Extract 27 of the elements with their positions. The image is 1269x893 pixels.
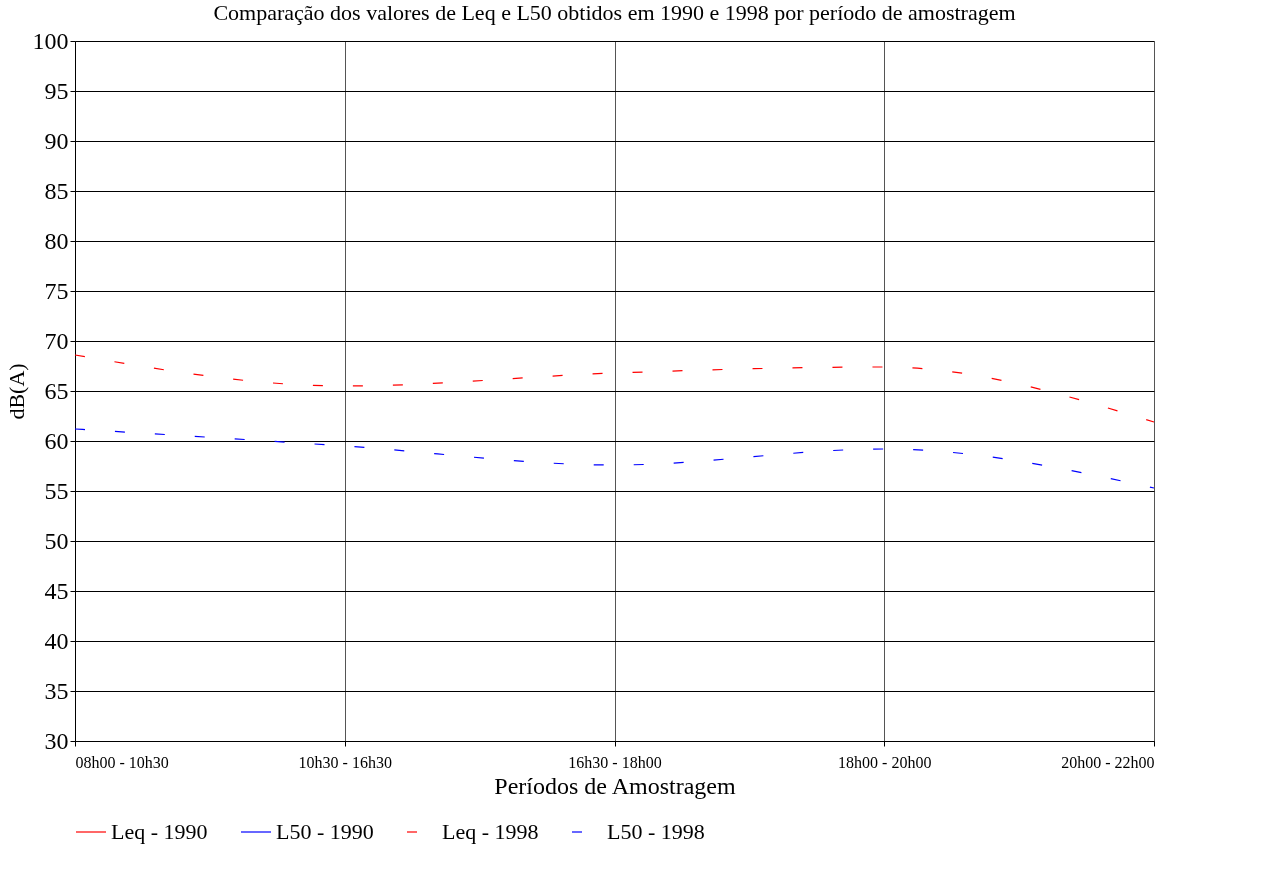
x-tick-label: 10h30 - 16h30: [298, 753, 392, 771]
y-tick-label: 50: [44, 527, 69, 554]
x-axis-title: Períodos de Amostragem: [494, 772, 736, 799]
y-tick-label: 55: [44, 477, 69, 504]
y-tick-label: 35: [44, 677, 69, 704]
y-tick-label: 65: [44, 377, 69, 404]
y-tick-label: 30: [44, 727, 69, 754]
x-tick-label: 18h00 - 20h00: [838, 753, 932, 771]
y-tick-label: 90: [44, 127, 69, 154]
y-tick-label: 95: [44, 77, 69, 104]
x-tick-label: 08h00 - 10h30: [75, 753, 169, 771]
y-tick-label: 75: [44, 277, 69, 304]
y-tick-label: 40: [44, 627, 69, 654]
y-tick-label: 70: [44, 327, 69, 354]
legend-label: Leq - 1990: [111, 819, 208, 844]
y-tick-label: 100: [32, 27, 69, 54]
y-tick-label: 60: [44, 427, 69, 454]
x-tick-label: 20h00 - 22h00: [1061, 753, 1155, 771]
legend-label: L50 - 1990: [276, 819, 374, 844]
x-tick-label: 16h30 - 18h00: [568, 753, 662, 771]
chart-title: Comparação dos valores de Leq e L50 obtidos em 1990 e 1998 por período de amostragem: [213, 0, 1016, 25]
y-axis-title: dB(A): [3, 363, 29, 420]
y-tick-label: 85: [44, 177, 69, 204]
y-tick-label: 80: [44, 227, 69, 254]
y-tick-label: 45: [44, 577, 69, 604]
legend-label: L50 - 1998: [607, 819, 705, 844]
legend-label: Leq - 1998: [442, 819, 539, 844]
